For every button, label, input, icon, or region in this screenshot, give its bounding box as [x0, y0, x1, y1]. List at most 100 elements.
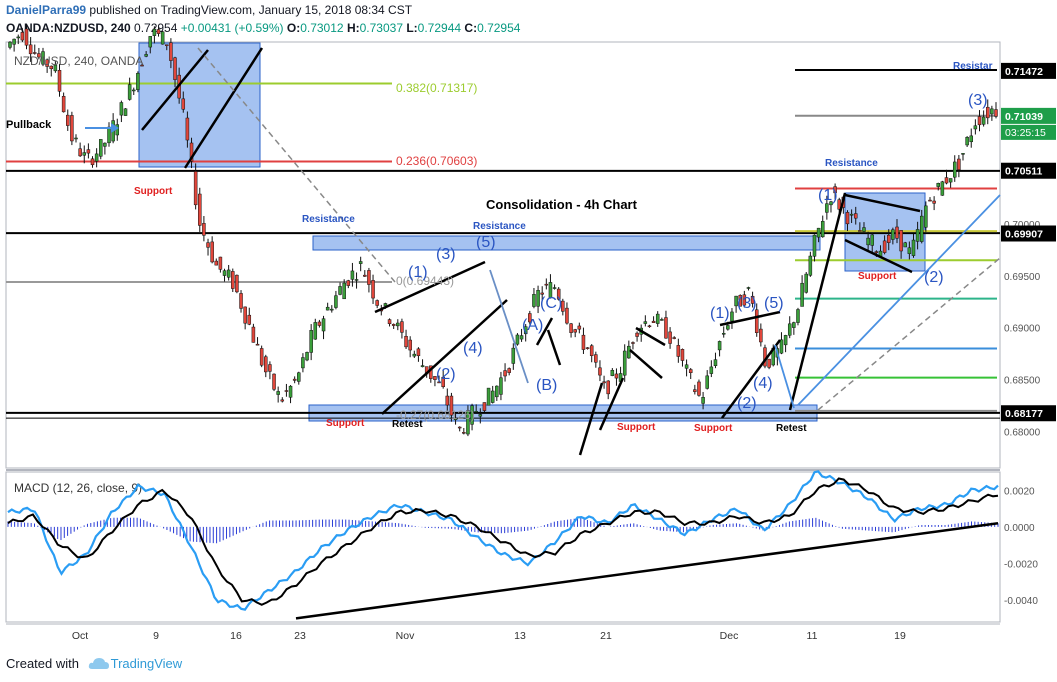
author-name[interactable]: DanielParra99 [6, 3, 87, 17]
candle-body [808, 255, 813, 276]
candle-body [499, 377, 503, 395]
countdown-label: 03:25:15 [1005, 127, 1046, 139]
wave-line-lower [381, 299, 508, 415]
label-support-5: Support [858, 271, 897, 282]
candle-body [45, 59, 49, 67]
candle-body [309, 330, 313, 353]
candle-body [148, 36, 153, 48]
candle-body [882, 240, 887, 253]
candle-body [552, 287, 557, 289]
candle-body [123, 108, 128, 116]
candle-body [544, 283, 549, 286]
price-badge [1001, 405, 1056, 422]
macd-tick-label: -0.0040 [1004, 596, 1038, 607]
candle-body [169, 42, 173, 61]
candle-body [342, 282, 346, 300]
wave-label-2a: (2) [436, 366, 456, 383]
candle-body [466, 410, 470, 435]
candle-body [495, 385, 499, 398]
impulse-line [788, 192, 847, 411]
price-pane[interactable] [5, 41, 1001, 469]
candle-body [680, 349, 685, 361]
candle-body [387, 319, 392, 324]
small-line-2 [546, 329, 562, 366]
candle-body [292, 378, 297, 381]
candle-body [973, 125, 978, 130]
high-label: H: [346, 21, 360, 35]
fib-label-0236: 0.236(0.70603) [396, 154, 477, 168]
dashed-projection-line [197, 47, 396, 283]
candle-body [189, 142, 194, 162]
wave-line-dec-lower [720, 339, 782, 419]
candle-body [507, 368, 511, 373]
candle-body [334, 295, 338, 308]
candle-body [709, 366, 714, 374]
candle-body [140, 64, 144, 67]
candle-body [837, 199, 841, 210]
candle-body [891, 229, 895, 240]
label-support-3: Support [617, 422, 656, 433]
candle-body [787, 323, 792, 336]
candle-body [536, 290, 540, 307]
candle-body [627, 345, 631, 359]
close-label: C: [464, 21, 478, 35]
candle-body [701, 397, 705, 404]
small-line-6 [635, 326, 666, 347]
candle-body [259, 348, 264, 366]
candle-body [985, 106, 990, 119]
candle-body [420, 365, 425, 368]
macd-pane[interactable] [5, 471, 1001, 623]
arrow-line-retest [774, 344, 795, 409]
wave-label-3c: (3) [968, 92, 988, 109]
candle-body [994, 109, 998, 117]
candle-body [717, 341, 722, 351]
candle-body [103, 142, 107, 147]
tradingview-brand[interactable]: TradingView [110, 656, 183, 671]
candle-body [849, 213, 854, 216]
candle-body [119, 102, 124, 116]
candle-body [969, 135, 973, 143]
price-badge-label: 0.71472 [1005, 66, 1043, 78]
tradingview-cloud-icon [88, 658, 109, 669]
candle-body [672, 337, 676, 339]
candle-body [391, 324, 396, 326]
candle-body [338, 286, 342, 295]
candle-body [742, 294, 747, 306]
candle-body [288, 385, 293, 398]
candle-body [94, 153, 99, 162]
candle-body [268, 364, 272, 372]
candle-body [53, 64, 58, 72]
price-tick-label: 0.69000 [1004, 324, 1041, 335]
candle-body [12, 38, 16, 45]
candle-body [173, 57, 177, 80]
label-resistance-2: Resistance [473, 221, 526, 232]
flag-line-upper [844, 193, 921, 213]
candle-body [845, 212, 850, 225]
label-support-2: Support [326, 418, 365, 429]
time-tick-label: Oct [72, 630, 88, 642]
candle-body [792, 322, 796, 328]
candle-body [453, 418, 458, 420]
price-badge-label: 0.71039 [1005, 111, 1043, 123]
time-tick-label: 23 [294, 630, 306, 642]
candle-body [37, 53, 41, 58]
candle-body [961, 153, 965, 155]
candle-body [647, 325, 652, 328]
candle-body [610, 369, 615, 376]
candle-body [462, 432, 466, 434]
candle-body [759, 328, 763, 343]
price-badge-label: 0.69907 [1005, 228, 1043, 240]
macd-tick-label: 0.0000 [1004, 523, 1035, 534]
candle-body [911, 239, 916, 256]
created-with-text: Created with [6, 656, 79, 671]
fib-label-0382: 0.382(0.71317) [396, 81, 477, 95]
candle-body [325, 306, 330, 311]
candle-body [136, 72, 140, 90]
candle-body [606, 380, 610, 395]
candle-body [107, 126, 111, 144]
candle-body [594, 354, 598, 363]
candle-body [870, 234, 874, 246]
low-value: 0.72944 [417, 21, 462, 35]
candle-body [965, 137, 969, 146]
